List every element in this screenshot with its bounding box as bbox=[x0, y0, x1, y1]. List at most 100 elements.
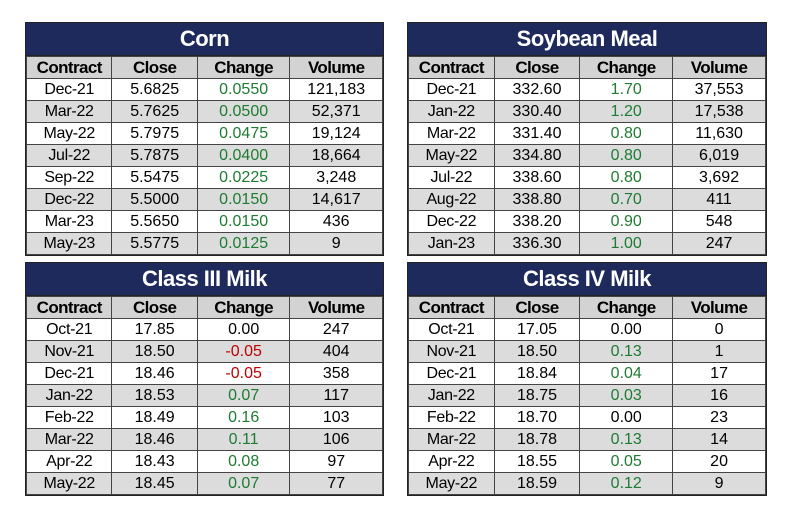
table-row: Sep-22 5.5475 0.0225 3,248 bbox=[25, 166, 383, 189]
table-row: May-22 334.80 0.80 6,019 bbox=[408, 144, 766, 167]
change-cell: 0.0500 bbox=[196, 100, 291, 123]
close-cell: 330.40 bbox=[493, 100, 581, 123]
volume-cell: 20 bbox=[672, 450, 766, 473]
change-cell: 0.0475 bbox=[196, 122, 291, 145]
change-cell: 0.12 bbox=[579, 472, 674, 495]
volume-cell: 3,248 bbox=[289, 166, 383, 189]
table-row: Nov-21 18.50 -0.05 404 bbox=[25, 340, 383, 363]
table-title: Soybean Meal bbox=[408, 23, 766, 56]
contract-cell: Dec-22 bbox=[408, 210, 495, 233]
table-row: Mar-22 5.7625 0.0500 52,371 bbox=[25, 100, 383, 123]
close-cell: 5.5000 bbox=[111, 188, 198, 211]
contract-cell: Jan-23 bbox=[408, 232, 495, 255]
contract-header: Contract bbox=[25, 56, 113, 79]
change-cell: 0.05 bbox=[579, 450, 674, 473]
close-cell: 18.75 bbox=[493, 384, 581, 407]
change-cell: 1.20 bbox=[579, 100, 674, 123]
volume-cell: 16 bbox=[672, 384, 766, 407]
close-cell: 18.84 bbox=[493, 362, 581, 385]
change-cell: 1.00 bbox=[579, 232, 674, 255]
table-row: Dec-21 332.60 1.70 37,553 bbox=[408, 78, 766, 101]
table-title: Class IV Milk bbox=[408, 263, 766, 296]
close-cell: 17.85 bbox=[111, 318, 198, 341]
contract-cell: May-23 bbox=[25, 232, 113, 255]
volume-header: Volume bbox=[672, 56, 766, 79]
contract-cell: Mar-23 bbox=[25, 210, 113, 233]
table-row: Mar-22 18.46 0.11 106 bbox=[25, 428, 383, 451]
table-row: Jan-22 18.75 0.03 16 bbox=[408, 384, 766, 407]
contract-cell: Aug-22 bbox=[408, 188, 495, 211]
change-cell: 0.80 bbox=[579, 166, 674, 189]
table-row: Jul-22 5.7875 0.0400 18,664 bbox=[25, 144, 383, 167]
header-row: Contract Close Change Volume bbox=[25, 296, 383, 319]
table-row: Dec-21 18.84 0.04 17 bbox=[408, 362, 766, 385]
contract-cell: Sep-22 bbox=[25, 166, 113, 189]
contract-cell: Dec-21 bbox=[408, 362, 495, 385]
close-cell: 18.46 bbox=[111, 428, 198, 451]
change-cell: 0.16 bbox=[196, 406, 291, 429]
volume-cell: 404 bbox=[289, 340, 383, 363]
table-row: Mar-22 18.78 0.13 14 bbox=[408, 428, 766, 451]
volume-cell: 0 bbox=[672, 318, 766, 341]
contract-cell: May-22 bbox=[25, 122, 113, 145]
contract-header: Contract bbox=[408, 296, 495, 319]
volume-cell: 23 bbox=[672, 406, 766, 429]
close-cell: 5.6825 bbox=[111, 78, 198, 101]
table-row: Feb-22 18.70 0.00 23 bbox=[408, 406, 766, 429]
futures-table: Contract Close Change Volume Oct-21 17.85 0.00… bbox=[25, 296, 383, 495]
volume-cell: 14,617 bbox=[289, 188, 383, 211]
table-row: May-22 18.59 0.12 9 bbox=[408, 472, 766, 495]
futures-table: Contract Close Change Volume Dec-21 332.60 1.7… bbox=[408, 56, 766, 255]
table-row: Jan-23 336.30 1.00 247 bbox=[408, 232, 766, 255]
volume-cell: 247 bbox=[672, 232, 766, 255]
close-cell: 338.80 bbox=[493, 188, 581, 211]
table-row: May-22 5.7975 0.0475 19,124 bbox=[25, 122, 383, 145]
change-cell: 0.0150 bbox=[196, 210, 291, 233]
volume-cell: 1 bbox=[672, 340, 766, 363]
contract-cell: Jan-22 bbox=[25, 384, 113, 407]
table-row: Feb-22 18.49 0.16 103 bbox=[25, 406, 383, 429]
contract-cell: Mar-22 bbox=[408, 122, 495, 145]
volume-cell: 103 bbox=[289, 406, 383, 429]
header-row: Contract Close Change Volume bbox=[408, 56, 766, 79]
change-header: Change bbox=[196, 296, 291, 319]
change-cell: 0.13 bbox=[579, 340, 674, 363]
close-header: Close bbox=[493, 296, 581, 319]
close-cell: 5.7875 bbox=[111, 144, 198, 167]
change-cell: 0.11 bbox=[196, 428, 291, 451]
contract-cell: May-22 bbox=[25, 472, 113, 495]
close-cell: 334.80 bbox=[493, 144, 581, 167]
change-cell: 0.80 bbox=[579, 144, 674, 167]
contract-cell: Mar-22 bbox=[25, 100, 113, 123]
volume-cell: 411 bbox=[672, 188, 766, 211]
contract-cell: Dec-21 bbox=[25, 362, 113, 385]
change-cell: 0.07 bbox=[196, 384, 291, 407]
volume-cell: 11,630 bbox=[672, 122, 766, 145]
volume-cell: 117 bbox=[289, 384, 383, 407]
table-row: Dec-22 338.20 0.90 548 bbox=[408, 210, 766, 233]
contract-cell: May-22 bbox=[408, 472, 495, 495]
close-cell: 5.7975 bbox=[111, 122, 198, 145]
volume-cell: 14 bbox=[672, 428, 766, 451]
close-header: Close bbox=[493, 56, 581, 79]
contract-cell: Apr-22 bbox=[25, 450, 113, 473]
volume-cell: 9 bbox=[289, 232, 383, 255]
volume-cell: 9 bbox=[672, 472, 766, 495]
header-row: Contract Close Change Volume bbox=[25, 56, 383, 79]
volume-cell: 97 bbox=[289, 450, 383, 473]
change-cell: 1.70 bbox=[579, 78, 674, 101]
close-cell: 18.50 bbox=[111, 340, 198, 363]
close-cell: 338.20 bbox=[493, 210, 581, 233]
contract-cell: Oct-21 bbox=[408, 318, 495, 341]
table-title: Corn bbox=[26, 23, 383, 56]
corn-panel: Corn Contract Close Change Volume Dec-21 5.682… bbox=[25, 22, 384, 256]
volume-cell: 37,553 bbox=[672, 78, 766, 101]
contract-cell: Nov-21 bbox=[408, 340, 495, 363]
table-row: Aug-22 338.80 0.70 411 bbox=[408, 188, 766, 211]
table-row: Apr-22 18.43 0.08 97 bbox=[25, 450, 383, 473]
volume-cell: 17 bbox=[672, 362, 766, 385]
change-header: Change bbox=[579, 56, 674, 79]
volume-cell: 18,664 bbox=[289, 144, 383, 167]
table-row: Dec-22 5.5000 0.0150 14,617 bbox=[25, 188, 383, 211]
volume-cell: 52,371 bbox=[289, 100, 383, 123]
